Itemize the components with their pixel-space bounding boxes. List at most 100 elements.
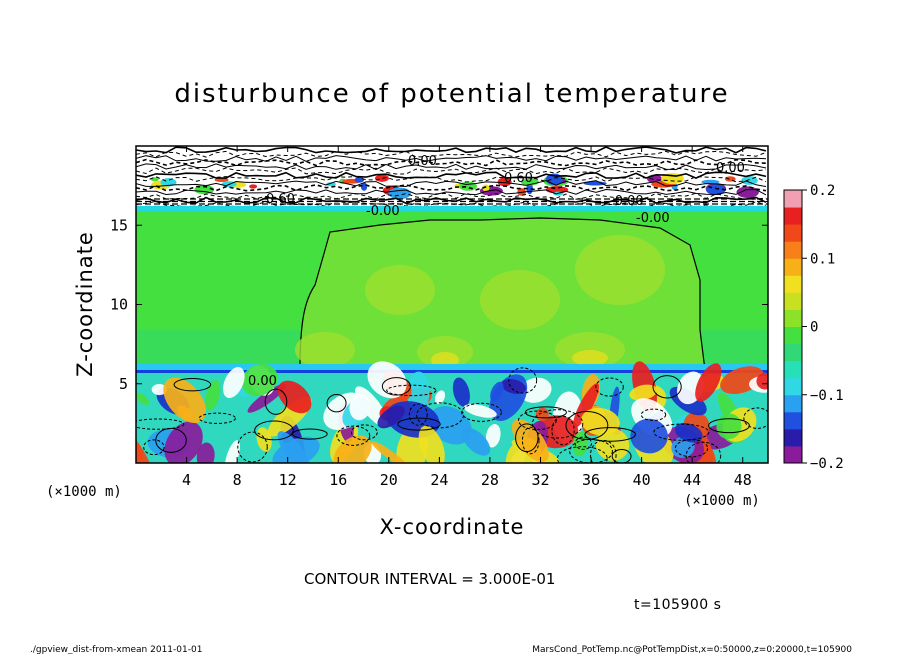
contour-line xyxy=(136,418,185,430)
contour-labels: 0.00 0.60 0.60 -0.00 -0.00 -0.00 0.00 0.… xyxy=(248,154,745,389)
contour-line xyxy=(350,424,378,441)
colorbar-segment xyxy=(784,411,802,430)
field-patch xyxy=(349,394,371,421)
field-patch xyxy=(583,181,607,186)
field-patch xyxy=(241,363,278,397)
contour-label: -0.00 xyxy=(366,204,400,219)
contour-line xyxy=(611,448,632,463)
colorbar-segment xyxy=(784,326,802,345)
x-tick-label: 16 xyxy=(329,471,347,489)
colorbar-segment xyxy=(784,224,802,242)
field-patch xyxy=(375,174,389,182)
x-unit-left: (×1000 m) xyxy=(46,484,122,500)
colorbar-segment xyxy=(784,275,802,293)
colorbar-segment xyxy=(784,309,802,327)
plot-area xyxy=(136,146,768,463)
contour-line xyxy=(336,425,371,446)
field-patch xyxy=(497,177,512,187)
warm-blob xyxy=(295,332,355,368)
field-patch xyxy=(511,419,549,463)
contour-label: 0.00 xyxy=(408,154,437,169)
contour-line xyxy=(237,431,268,463)
field-patch xyxy=(136,427,152,463)
field-patch xyxy=(163,377,206,424)
warm-blob xyxy=(480,270,560,330)
field-patch xyxy=(136,393,149,405)
contour-line xyxy=(551,415,575,446)
contour-line xyxy=(515,423,539,453)
contour-line xyxy=(565,410,609,440)
lower-layer-patches xyxy=(136,361,768,463)
boundary-cyan-bottom xyxy=(136,364,768,372)
footer-right: MarsCond_PotTemp.nc@PotTempDist,x=0:5000… xyxy=(532,645,852,654)
contour-label: -0.00 xyxy=(636,211,670,226)
contour-line xyxy=(381,377,411,396)
field-patch xyxy=(418,425,445,463)
field-patch xyxy=(434,390,446,405)
contour-line xyxy=(521,426,540,455)
contour-line xyxy=(708,418,750,434)
colorbar-segment xyxy=(784,445,802,464)
contour-line xyxy=(584,427,636,442)
boundary-cyan-top xyxy=(136,206,768,211)
contour-label: 0.60 xyxy=(266,192,295,207)
field-patch xyxy=(428,406,472,445)
contour-line xyxy=(518,410,557,431)
contour-line xyxy=(674,439,709,458)
contour-line xyxy=(155,427,187,453)
field-patch xyxy=(519,377,552,403)
colorbar-tick-label: 0 xyxy=(810,320,818,336)
contour-line xyxy=(416,402,464,429)
colorbar-segment xyxy=(784,343,802,362)
x-tick-label: 4 xyxy=(182,471,191,489)
field-patch xyxy=(151,384,168,396)
field-patch xyxy=(452,377,470,407)
z-tick-label: 10 xyxy=(110,296,128,314)
contour-line xyxy=(652,375,682,399)
contour-line xyxy=(595,377,624,397)
field-patch xyxy=(462,428,491,456)
colorbar-segment xyxy=(784,360,802,379)
warm-blob xyxy=(572,350,608,366)
chart-title: disturbunce of potential temperature xyxy=(174,79,729,109)
field-patch xyxy=(326,182,336,187)
contour-line xyxy=(143,439,165,456)
contour-label: 0.00 xyxy=(716,161,745,176)
field-patch xyxy=(485,424,501,448)
contour-line xyxy=(743,407,768,429)
colorbar-ticks: 0.2 0.1 0 −0.1 −0.2 xyxy=(802,183,844,472)
x-unit-right: (×1000 m) xyxy=(684,493,760,509)
field-patch xyxy=(695,363,722,402)
colorbar-segment xyxy=(784,207,802,225)
contour-line xyxy=(590,439,617,463)
x-tick-label: 20 xyxy=(380,471,398,489)
warm-blob xyxy=(575,235,665,305)
contour-line xyxy=(640,408,667,421)
contour-line xyxy=(136,167,767,175)
field-patch xyxy=(482,184,490,192)
contour-label: -0.00 xyxy=(610,194,644,209)
field-patch xyxy=(580,407,620,436)
time-label: t=105900 s xyxy=(634,597,721,613)
colorbar: 0.2 0.1 0 −0.1 −0.2 xyxy=(783,183,844,472)
y-axis-title: Z-coordinate xyxy=(73,231,97,377)
contour-line xyxy=(524,406,567,419)
contour-line xyxy=(408,403,428,426)
x-tick-label: 48 xyxy=(734,471,752,489)
contour-line xyxy=(136,192,767,200)
boundary-blue-line xyxy=(136,370,768,373)
x-tick-label: 12 xyxy=(279,471,297,489)
field-patch xyxy=(164,421,203,463)
contour-line xyxy=(292,428,328,440)
lower-layer-contours xyxy=(136,367,768,463)
colorbar-tick-label: 0.1 xyxy=(810,251,835,267)
contour-label: 0.00 xyxy=(248,374,277,389)
x-axis-title: X-coordinate xyxy=(380,515,525,539)
contour-line xyxy=(136,176,767,183)
contour-interval: CONTOUR INTERVAL = 3.000E-01 xyxy=(304,570,555,588)
contour-line xyxy=(386,384,437,397)
contour-line xyxy=(264,388,288,415)
contour-line xyxy=(569,438,613,463)
x-tick-label: 28 xyxy=(481,471,499,489)
colorbar-segment xyxy=(784,428,802,447)
